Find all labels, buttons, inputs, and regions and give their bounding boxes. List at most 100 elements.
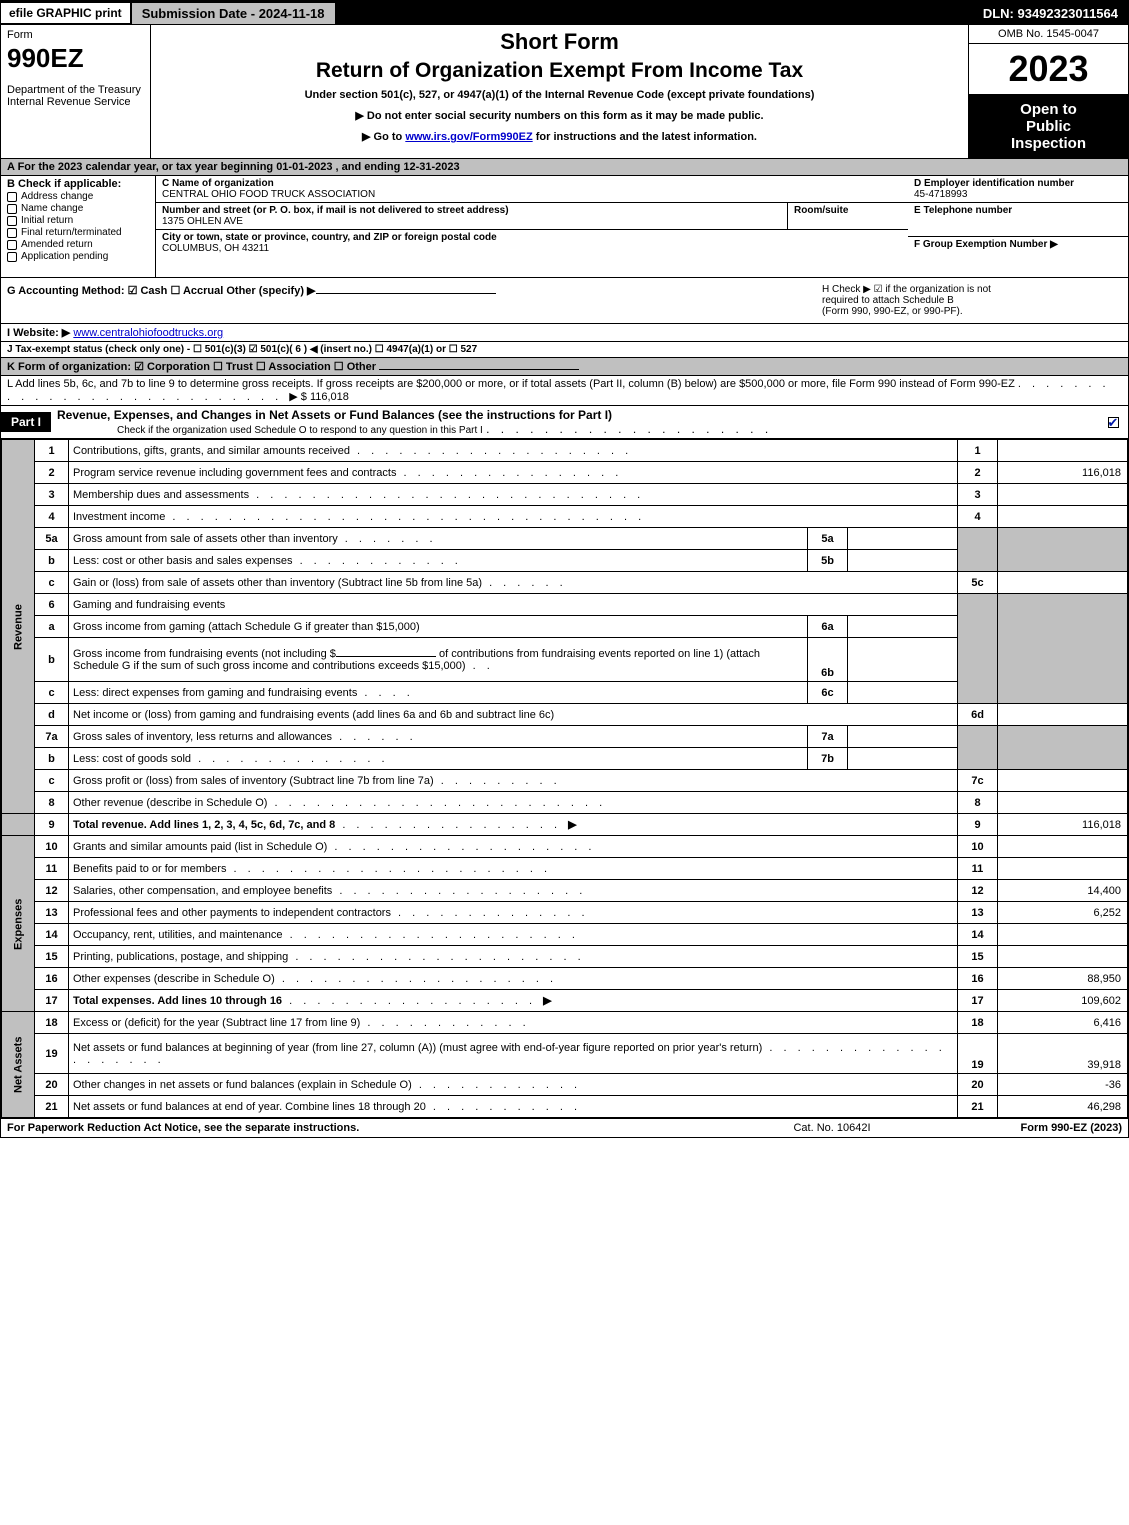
l11-val: [998, 858, 1128, 880]
l6c-num: c: [35, 682, 69, 704]
chk-name-change[interactable]: Name change: [7, 203, 149, 214]
part1-checkbox[interactable]: [1098, 415, 1128, 429]
l18-num: 18: [35, 1012, 69, 1034]
irs-label: Internal Revenue Service: [7, 96, 144, 108]
l20-val: -36: [998, 1074, 1128, 1096]
org-name: CENTRAL OHIO FOOD TRUCK ASSOCIATION: [162, 189, 902, 200]
col-b-label: B Check if applicable:: [7, 178, 149, 190]
l15-rnum: 15: [958, 946, 998, 968]
l20-rnum: 20: [958, 1074, 998, 1096]
l14-val: [998, 924, 1128, 946]
l20-num: 20: [35, 1074, 69, 1096]
chk-initial-return[interactable]: Initial return: [7, 215, 149, 226]
tax-year: 2023: [969, 44, 1128, 95]
l11-rnum: 11: [958, 858, 998, 880]
l9-side: [2, 814, 35, 836]
l7c-desc: Gross profit or (loss) from sales of inv…: [69, 770, 958, 792]
footer: For Paperwork Reduction Act Notice, see …: [1, 1118, 1128, 1137]
l11-num: 11: [35, 858, 69, 880]
l7c-num: c: [35, 770, 69, 792]
form-990ez: efile GRAPHIC print Submission Date - 20…: [0, 0, 1129, 1138]
tel-label: E Telephone number: [914, 205, 1122, 216]
city-label: City or town, state or province, country…: [162, 232, 902, 243]
row-k-form-org: K Form of organization: ☑ Corporation ☐ …: [1, 358, 1128, 376]
l17-num: 17: [35, 990, 69, 1012]
l21-val: 46,298: [998, 1096, 1128, 1118]
l5b-num: b: [35, 550, 69, 572]
row-a-tax-year: A For the 2023 calendar year, or tax yea…: [1, 159, 1128, 176]
l17-rnum: 17: [958, 990, 998, 1012]
l7b-num: b: [35, 748, 69, 770]
l8-val: [998, 792, 1128, 814]
l6a-sn: 6a: [808, 616, 848, 638]
l2-num: 2: [35, 462, 69, 484]
room-label: Room/suite: [794, 205, 902, 216]
header-left: Form 990EZ Department of the Treasury In…: [1, 25, 151, 158]
website-link[interactable]: www.centralohiofoodtrucks.org: [73, 327, 223, 339]
row-l-gross-receipts: L Add lines 5b, 6c, and 7b to line 9 to …: [1, 376, 1128, 406]
l6b-num: b: [35, 638, 69, 682]
street-address: 1375 OHLEN AVE: [162, 216, 781, 227]
l5ab-grey: [958, 528, 998, 572]
l6d-num: d: [35, 704, 69, 726]
l14-rnum: 14: [958, 924, 998, 946]
l5a-num: 5a: [35, 528, 69, 550]
l2-rnum: 2: [958, 462, 998, 484]
footer-cat: Cat. No. 10642I: [722, 1122, 942, 1134]
l5a-desc: Gross amount from sale of assets other t…: [69, 528, 808, 550]
form-word: Form: [7, 29, 144, 41]
l18-rnum: 18: [958, 1012, 998, 1034]
group-exemption-label: F Group Exemption Number ▶: [914, 239, 1122, 250]
l20-desc: Other changes in net assets or fund bala…: [69, 1074, 958, 1096]
header-right: OMB No. 1545-0047 2023 Open to Public In…: [968, 25, 1128, 158]
l8-desc: Other revenue (describe in Schedule O) .…: [69, 792, 958, 814]
ssn-warning: ▶ Do not enter social security numbers o…: [157, 109, 962, 122]
l17-val: 109,602: [998, 990, 1128, 1012]
row-g-accounting: G Accounting Method: ☑ Cash ☐ Accrual Ot…: [1, 278, 1128, 324]
street-row: Number and street (or P. O. box, if mail…: [156, 203, 908, 230]
h-line1: H Check ▶ ☑ if the organization is not: [822, 284, 1122, 295]
form-number: 990EZ: [7, 43, 144, 74]
chk-address-change[interactable]: Address change: [7, 191, 149, 202]
l5c-rnum: 5c: [958, 572, 998, 594]
efile-print-label[interactable]: efile GRAPHIC print: [1, 3, 132, 23]
l9-num: 9: [35, 814, 69, 836]
l7a-sv: [848, 726, 958, 748]
chk-amended-return[interactable]: Amended return: [7, 239, 149, 250]
l7a-desc: Gross sales of inventory, less returns a…: [69, 726, 808, 748]
city-block: City or town, state or province, country…: [156, 230, 908, 256]
side-expenses: Expenses: [2, 836, 35, 1012]
l6d-rnum: 6d: [958, 704, 998, 726]
ein-label: D Employer identification number: [914, 178, 1122, 189]
open2: Public: [973, 118, 1124, 135]
l13-desc: Professional fees and other payments to …: [69, 902, 958, 924]
l6b-desc: Gross income from fundraising events (no…: [69, 638, 808, 682]
l16-rnum: 16: [958, 968, 998, 990]
city-state-zip: COLUMBUS, OH 43211: [162, 243, 902, 254]
l13-num: 13: [35, 902, 69, 924]
dept-treasury: Department of the Treasury: [7, 84, 144, 96]
l5c-val: [998, 572, 1128, 594]
l4-desc: Investment income . . . . . . . . . . . …: [69, 506, 958, 528]
l6-num: 6: [35, 594, 69, 616]
l5ab-grey-v: [998, 528, 1128, 572]
l13-val: 6,252: [998, 902, 1128, 924]
main-title: Return of Organization Exempt From Incom…: [157, 59, 962, 83]
group-exemption-block: F Group Exemption Number ▶: [908, 237, 1128, 277]
l13-rnum: 13: [958, 902, 998, 924]
chk-application-pending[interactable]: Application pending: [7, 251, 149, 262]
topbar: efile GRAPHIC print Submission Date - 20…: [1, 1, 1128, 25]
chk-final-return[interactable]: Final return/terminated: [7, 227, 149, 238]
h-line2: required to attach Schedule B: [822, 295, 1122, 306]
l16-val: 88,950: [998, 968, 1128, 990]
l6-grey-v: [998, 594, 1128, 704]
street-block: Number and street (or P. O. box, if mail…: [156, 203, 788, 229]
l16-desc: Other expenses (describe in Schedule O) …: [69, 968, 958, 990]
l12-num: 12: [35, 880, 69, 902]
goto-pre: ▶ Go to: [362, 131, 405, 143]
part1-header-row: Part I Revenue, Expenses, and Changes in…: [1, 406, 1128, 439]
goto-link[interactable]: www.irs.gov/Form990EZ: [405, 131, 532, 143]
l6a-sv: [848, 616, 958, 638]
l17-desc: Total expenses. Add lines 10 through 16 …: [69, 990, 958, 1012]
l6b-sn: 6b: [808, 638, 848, 682]
